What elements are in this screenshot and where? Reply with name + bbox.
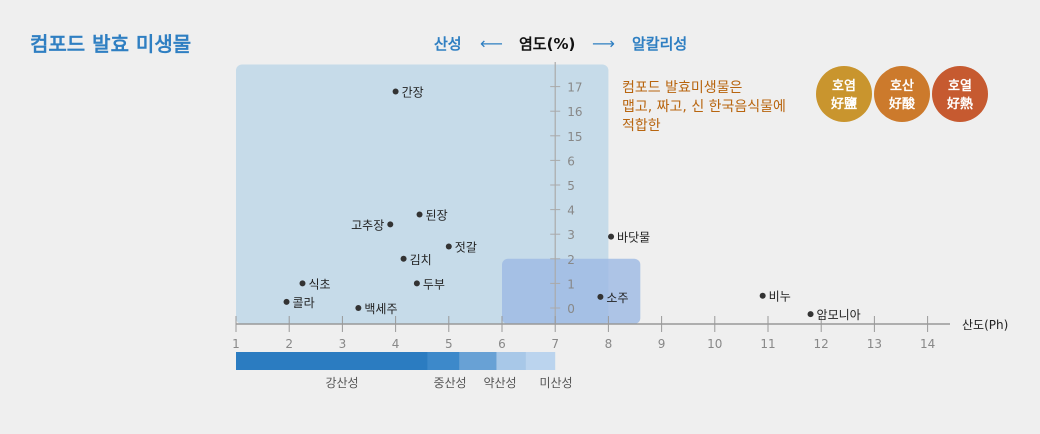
data-point-label: 비누 <box>769 290 791 304</box>
data-point <box>597 293 604 300</box>
left-arrow-icon: ⟵ <box>480 34 503 53</box>
salinity-label: 염도(%) <box>519 35 575 53</box>
badge-hanja: 好鹽 <box>830 96 857 112</box>
data-point-label: 콜라 <box>293 296 315 310</box>
data-point <box>355 305 362 311</box>
x-tick-label: 9 <box>658 337 666 351</box>
acidity-scale-label: 중산성 <box>433 376 466 390</box>
data-point <box>283 298 290 305</box>
badge-circle <box>816 66 872 122</box>
badge: 호산 好酸 <box>874 66 930 122</box>
acidity-scale-segment <box>459 352 497 370</box>
x-tick-label: 5 <box>445 337 453 351</box>
y-tick-label: 17 <box>567 81 582 95</box>
acidity-scale-label: 미산성 <box>539 376 572 390</box>
highlight-region <box>502 258 641 324</box>
acidity-scale-segment <box>427 352 460 370</box>
alkali-label: 알칼리성 <box>632 35 687 53</box>
badge-hanja: 好酸 <box>888 96 916 112</box>
data-point-label: 젓갈 <box>455 241 477 255</box>
data-point-label: 암모니아 <box>817 308 861 322</box>
y-tick-label: 15 <box>567 130 582 144</box>
data-point <box>608 233 615 240</box>
acidity-scale-label: 강산성 <box>325 376 358 390</box>
data-point <box>299 280 306 287</box>
acidity-scale-segment <box>236 352 428 370</box>
y-tick-label: 4 <box>567 204 575 218</box>
y-tick-label: 3 <box>567 228 575 242</box>
acidity-scale-label: 약산성 <box>483 375 516 390</box>
acidity-scale-segment <box>525 352 556 370</box>
x-tick-label: 6 <box>498 337 506 351</box>
badge-label: 호열 <box>948 78 972 94</box>
x-tick-label: 1 <box>232 337 240 351</box>
x-tick-label: 14 <box>920 337 935 351</box>
data-point-label: 간장 <box>402 86 424 100</box>
note-line: 컴포드 발효미생물은 <box>622 80 742 96</box>
data-point <box>759 292 766 299</box>
data-point-label: 백세주 <box>364 302 397 316</box>
right-arrow-icon: ⟶ <box>592 34 615 53</box>
data-point-label: 두부 <box>423 277 445 291</box>
data-point-label: 된장 <box>426 209 448 223</box>
data-point <box>413 280 420 287</box>
data-point <box>392 88 399 95</box>
y-tick-label: 16 <box>567 105 582 119</box>
y-tick-label: 6 <box>567 154 575 168</box>
y-tick-label: 5 <box>567 179 575 193</box>
y-tick-label: 0 <box>567 302 575 316</box>
x-tick-label: 12 <box>814 337 829 351</box>
acidity-scale-segment <box>496 352 526 370</box>
x-tick-label: 3 <box>339 337 347 351</box>
badge-hanja: 好熱 <box>946 96 973 112</box>
x-tick-label: 11 <box>760 337 775 351</box>
badge-circle <box>874 66 930 122</box>
y-tick-label: 1 <box>567 277 575 291</box>
data-point <box>416 211 423 218</box>
x-tick-label: 10 <box>707 337 722 351</box>
badge-circle <box>932 66 988 122</box>
y-tick-label: 2 <box>567 253 575 267</box>
data-point <box>807 311 814 318</box>
x-tick-label: 7 <box>551 337 559 351</box>
badge: 호열 好熱 <box>932 66 988 122</box>
note-line: 맵고, 짜고, 신 한국음식물에 <box>622 99 786 115</box>
axis-direction-header: 산성 ⟵ 염도(%) ⟶ 알칼리성 <box>434 34 687 53</box>
acid-label: 산성 <box>434 35 462 53</box>
note-line: 적합한 <box>622 118 661 134</box>
x-tick-label: 13 <box>867 337 882 351</box>
data-point <box>400 255 407 262</box>
x-axis-label: 산도(Ph) <box>962 318 1008 332</box>
x-tick-label: 8 <box>605 337 613 351</box>
badge-label: 호염 <box>832 78 856 94</box>
badge: 호염 好鹽 <box>816 66 872 122</box>
x-tick-label: 4 <box>392 337 400 351</box>
data-point-label: 바닷물 <box>617 231 650 245</box>
badge-label: 호산 <box>890 78 914 94</box>
data-point <box>387 221 394 228</box>
data-point-label: 고추장 <box>351 218 384 232</box>
data-point-label: 김치 <box>410 253 432 267</box>
x-tick-label: 2 <box>285 337 293 351</box>
page-title: 컴포드 발효 미생물 <box>30 32 191 56</box>
note: 컴포드 발효미생물은 맵고, 짜고, 신 한국음식물에 적합한 <box>622 80 786 134</box>
data-point <box>445 243 452 250</box>
data-point-label: 식초 <box>309 277 331 291</box>
data-point-label: 소주 <box>606 291 628 305</box>
